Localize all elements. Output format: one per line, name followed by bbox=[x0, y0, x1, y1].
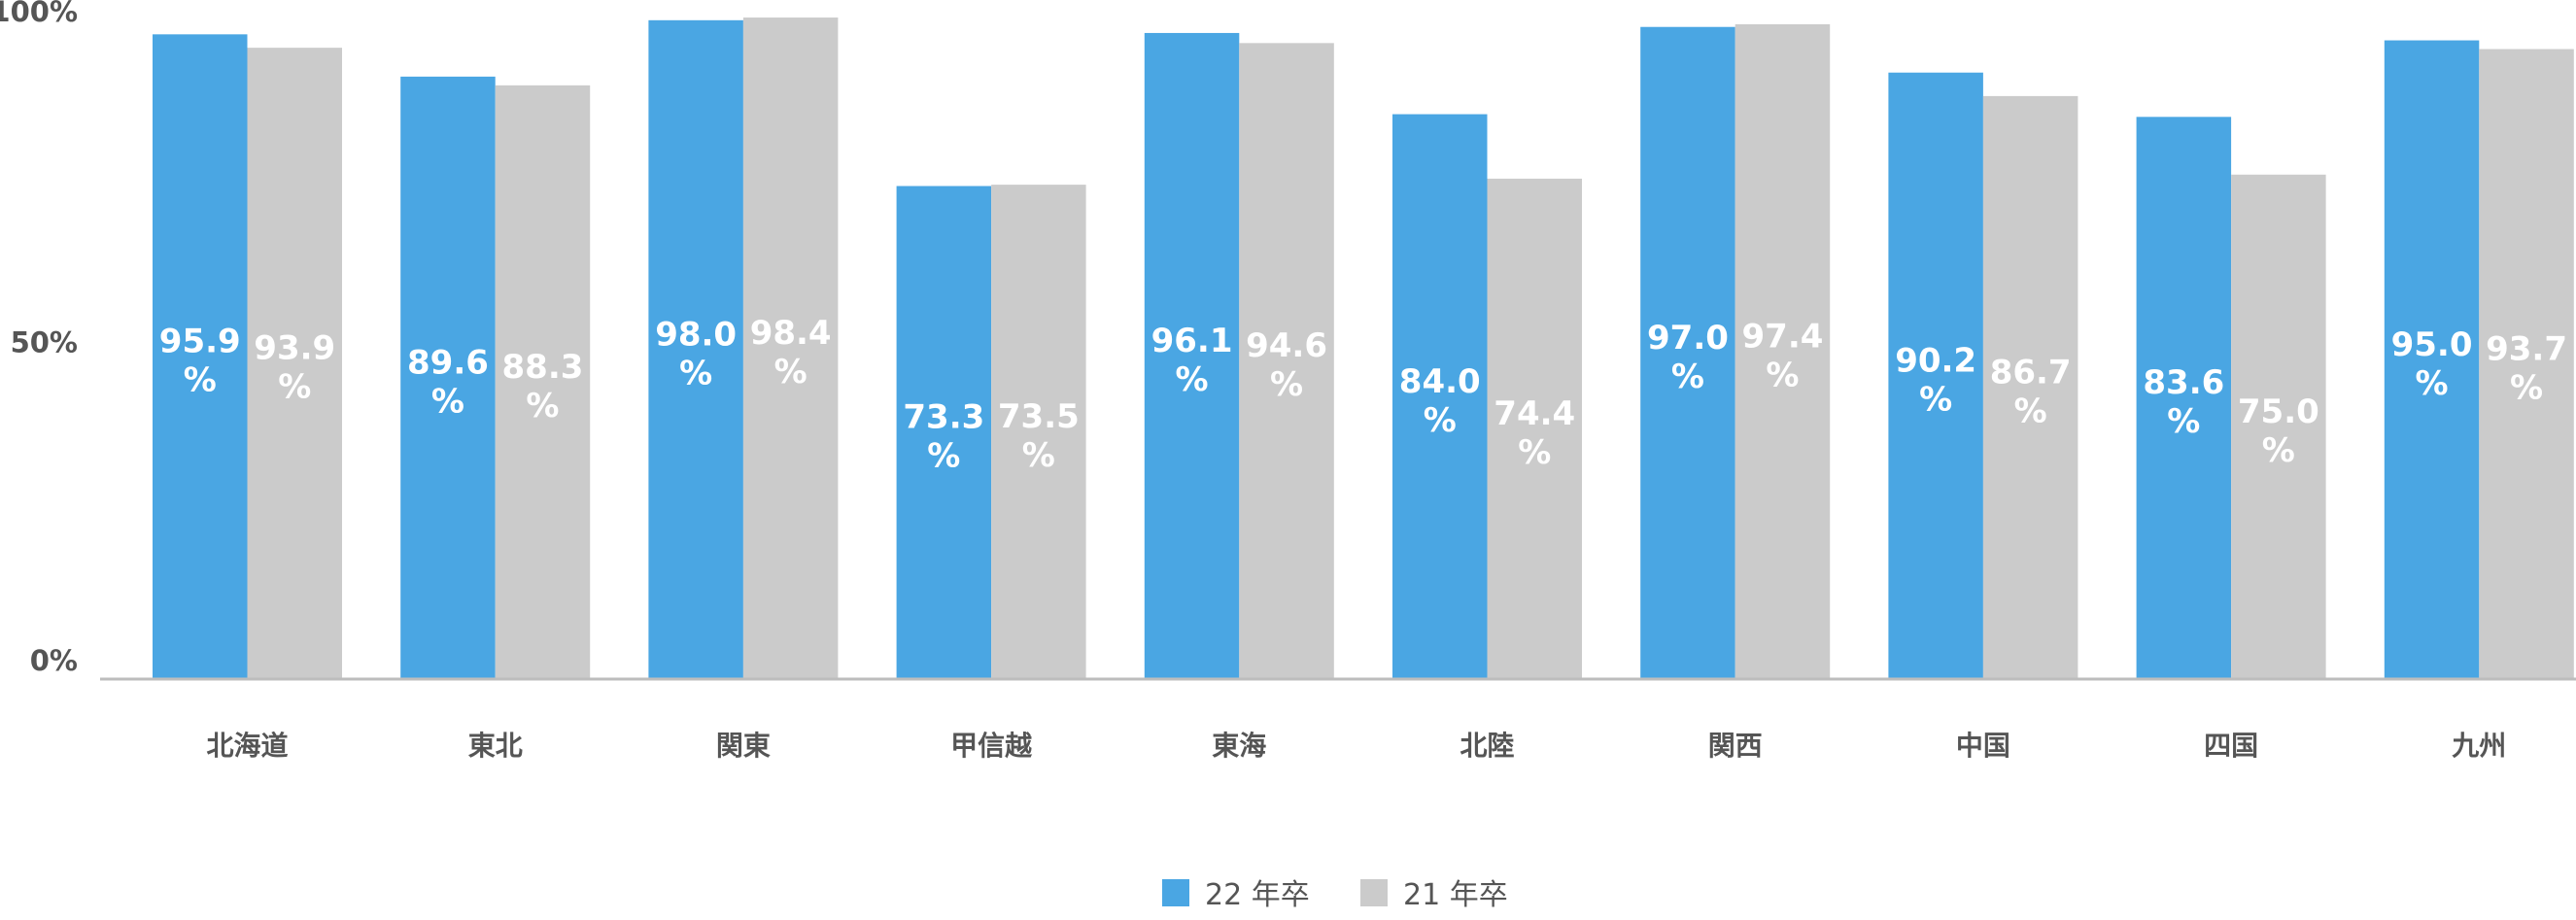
bar-value-unit: % bbox=[184, 361, 217, 400]
bar-21-graduates bbox=[2231, 174, 2326, 678]
bar-21-graduates bbox=[495, 85, 591, 679]
bar-22-graduates bbox=[2384, 40, 2480, 679]
bar-value-labels: 95.9%93.9%89.6%88.3%98.0%98.4%73.3%73.5%… bbox=[159, 314, 2567, 476]
bar-value-label: 98.4 bbox=[750, 314, 832, 353]
x-category-label: 東海 bbox=[1212, 730, 1266, 762]
bar-value-unit: % bbox=[526, 387, 559, 426]
bar-value-label: 95.0 bbox=[2391, 325, 2473, 364]
category-labels: 北海道 東北 関東 甲信越 東海 北陸 関西 中国 四国 九州 bbox=[206, 730, 2506, 762]
x-category-label: 北海道 bbox=[206, 730, 288, 762]
bar-value-label: 73.3 bbox=[903, 398, 984, 437]
bars bbox=[153, 17, 2574, 679]
bar-value-unit: % bbox=[1424, 401, 1457, 440]
legend-label-21: 21 年卒 bbox=[1403, 878, 1508, 912]
bar-value-unit: % bbox=[1022, 436, 1055, 475]
bar-value-label: 93.7 bbox=[2486, 329, 2567, 368]
x-category-label: 中国 bbox=[1956, 730, 2010, 762]
bar-value-unit: % bbox=[2014, 392, 2047, 430]
bar-value-label: 86.7 bbox=[1990, 353, 2072, 392]
y-tick-label: 0% bbox=[30, 644, 78, 677]
bar-value-label: 74.4 bbox=[1494, 394, 1575, 433]
y-tick-label: 100% bbox=[0, 0, 78, 28]
bar-22-graduates bbox=[2136, 117, 2232, 679]
bar-value-unit: % bbox=[1270, 365, 1303, 404]
bar-value-unit: % bbox=[1919, 380, 1952, 419]
bar-value-unit: % bbox=[1766, 356, 1799, 394]
bar-value-unit: % bbox=[2167, 402, 2200, 441]
y-tick-label: 50% bbox=[11, 326, 78, 359]
bar-value-label: 84.0 bbox=[1399, 362, 1481, 401]
bar-value-unit: % bbox=[1518, 433, 1551, 472]
bar-value-label: 93.9 bbox=[254, 329, 335, 368]
bar-value-label: 94.6 bbox=[1246, 326, 1327, 365]
bar-value-unit: % bbox=[1176, 360, 1209, 399]
x-category-label: 四国 bbox=[2204, 730, 2258, 762]
x-category-label: 甲信越 bbox=[950, 730, 1033, 762]
bar-value-unit: % bbox=[679, 354, 712, 392]
bar-22-graduates bbox=[648, 19, 743, 678]
bar-22-graduates bbox=[1144, 32, 1240, 679]
bar-21-graduates bbox=[1735, 23, 1831, 678]
bar-21-graduates bbox=[1982, 95, 2078, 678]
bar-value-unit: % bbox=[2416, 364, 2449, 403]
bar-value-label: 97.0 bbox=[1647, 319, 1729, 358]
bar-21-graduates bbox=[2479, 49, 2574, 678]
bar-value-unit: % bbox=[431, 382, 464, 421]
bar-value-label: 98.0 bbox=[655, 315, 737, 354]
legend-swatch-21 bbox=[1360, 879, 1388, 906]
bar-value-unit: % bbox=[927, 437, 960, 476]
bar-22-graduates bbox=[1888, 72, 1983, 678]
x-category-label: 関東 bbox=[716, 730, 771, 762]
bar-21-graduates bbox=[1487, 178, 1582, 678]
y-axis-ticks: 0% 50% 100% bbox=[0, 0, 78, 677]
x-category-label: 九州 bbox=[2452, 730, 2506, 762]
bar-value-unit: % bbox=[1671, 358, 1704, 396]
bar-value-label: 83.6 bbox=[2143, 363, 2224, 402]
bar-value-label: 95.9 bbox=[159, 323, 241, 361]
bar-value-label: 88.3 bbox=[502, 348, 584, 387]
bar-22-graduates bbox=[896, 186, 992, 678]
bar-22-graduates bbox=[400, 76, 496, 678]
legend-label-22: 22 年卒 bbox=[1205, 878, 1310, 912]
bar-value-unit: % bbox=[278, 368, 311, 407]
legend-swatch-22 bbox=[1162, 879, 1189, 906]
bar-value-label: 75.0 bbox=[2238, 392, 2319, 431]
bar-value-unit: % bbox=[2262, 431, 2295, 470]
x-category-label: 東北 bbox=[468, 730, 523, 762]
bar-value-unit: % bbox=[2510, 368, 2543, 407]
x-category-label: 北陸 bbox=[1460, 730, 1514, 762]
bar-21-graduates bbox=[247, 48, 342, 678]
bar-21-graduates bbox=[1239, 43, 1334, 678]
bar-value-label: 90.2 bbox=[1895, 341, 1976, 380]
bar-value-label: 96.1 bbox=[1151, 322, 1233, 360]
legend: 22 年卒 21 年卒 bbox=[1162, 878, 1508, 912]
bar-value-label: 73.5 bbox=[998, 397, 1080, 436]
bar-22-graduates bbox=[1392, 114, 1488, 678]
bar-22-graduates bbox=[1640, 26, 1735, 679]
bar-21-graduates bbox=[991, 185, 1086, 679]
bar-value-label: 97.4 bbox=[1742, 317, 1824, 356]
bar-21-graduates bbox=[742, 17, 839, 678]
bar-value-label: 89.6 bbox=[407, 343, 489, 382]
x-category-label: 関西 bbox=[1708, 730, 1763, 762]
bar-value-unit: % bbox=[774, 353, 807, 392]
bar-22-graduates bbox=[153, 34, 248, 679]
